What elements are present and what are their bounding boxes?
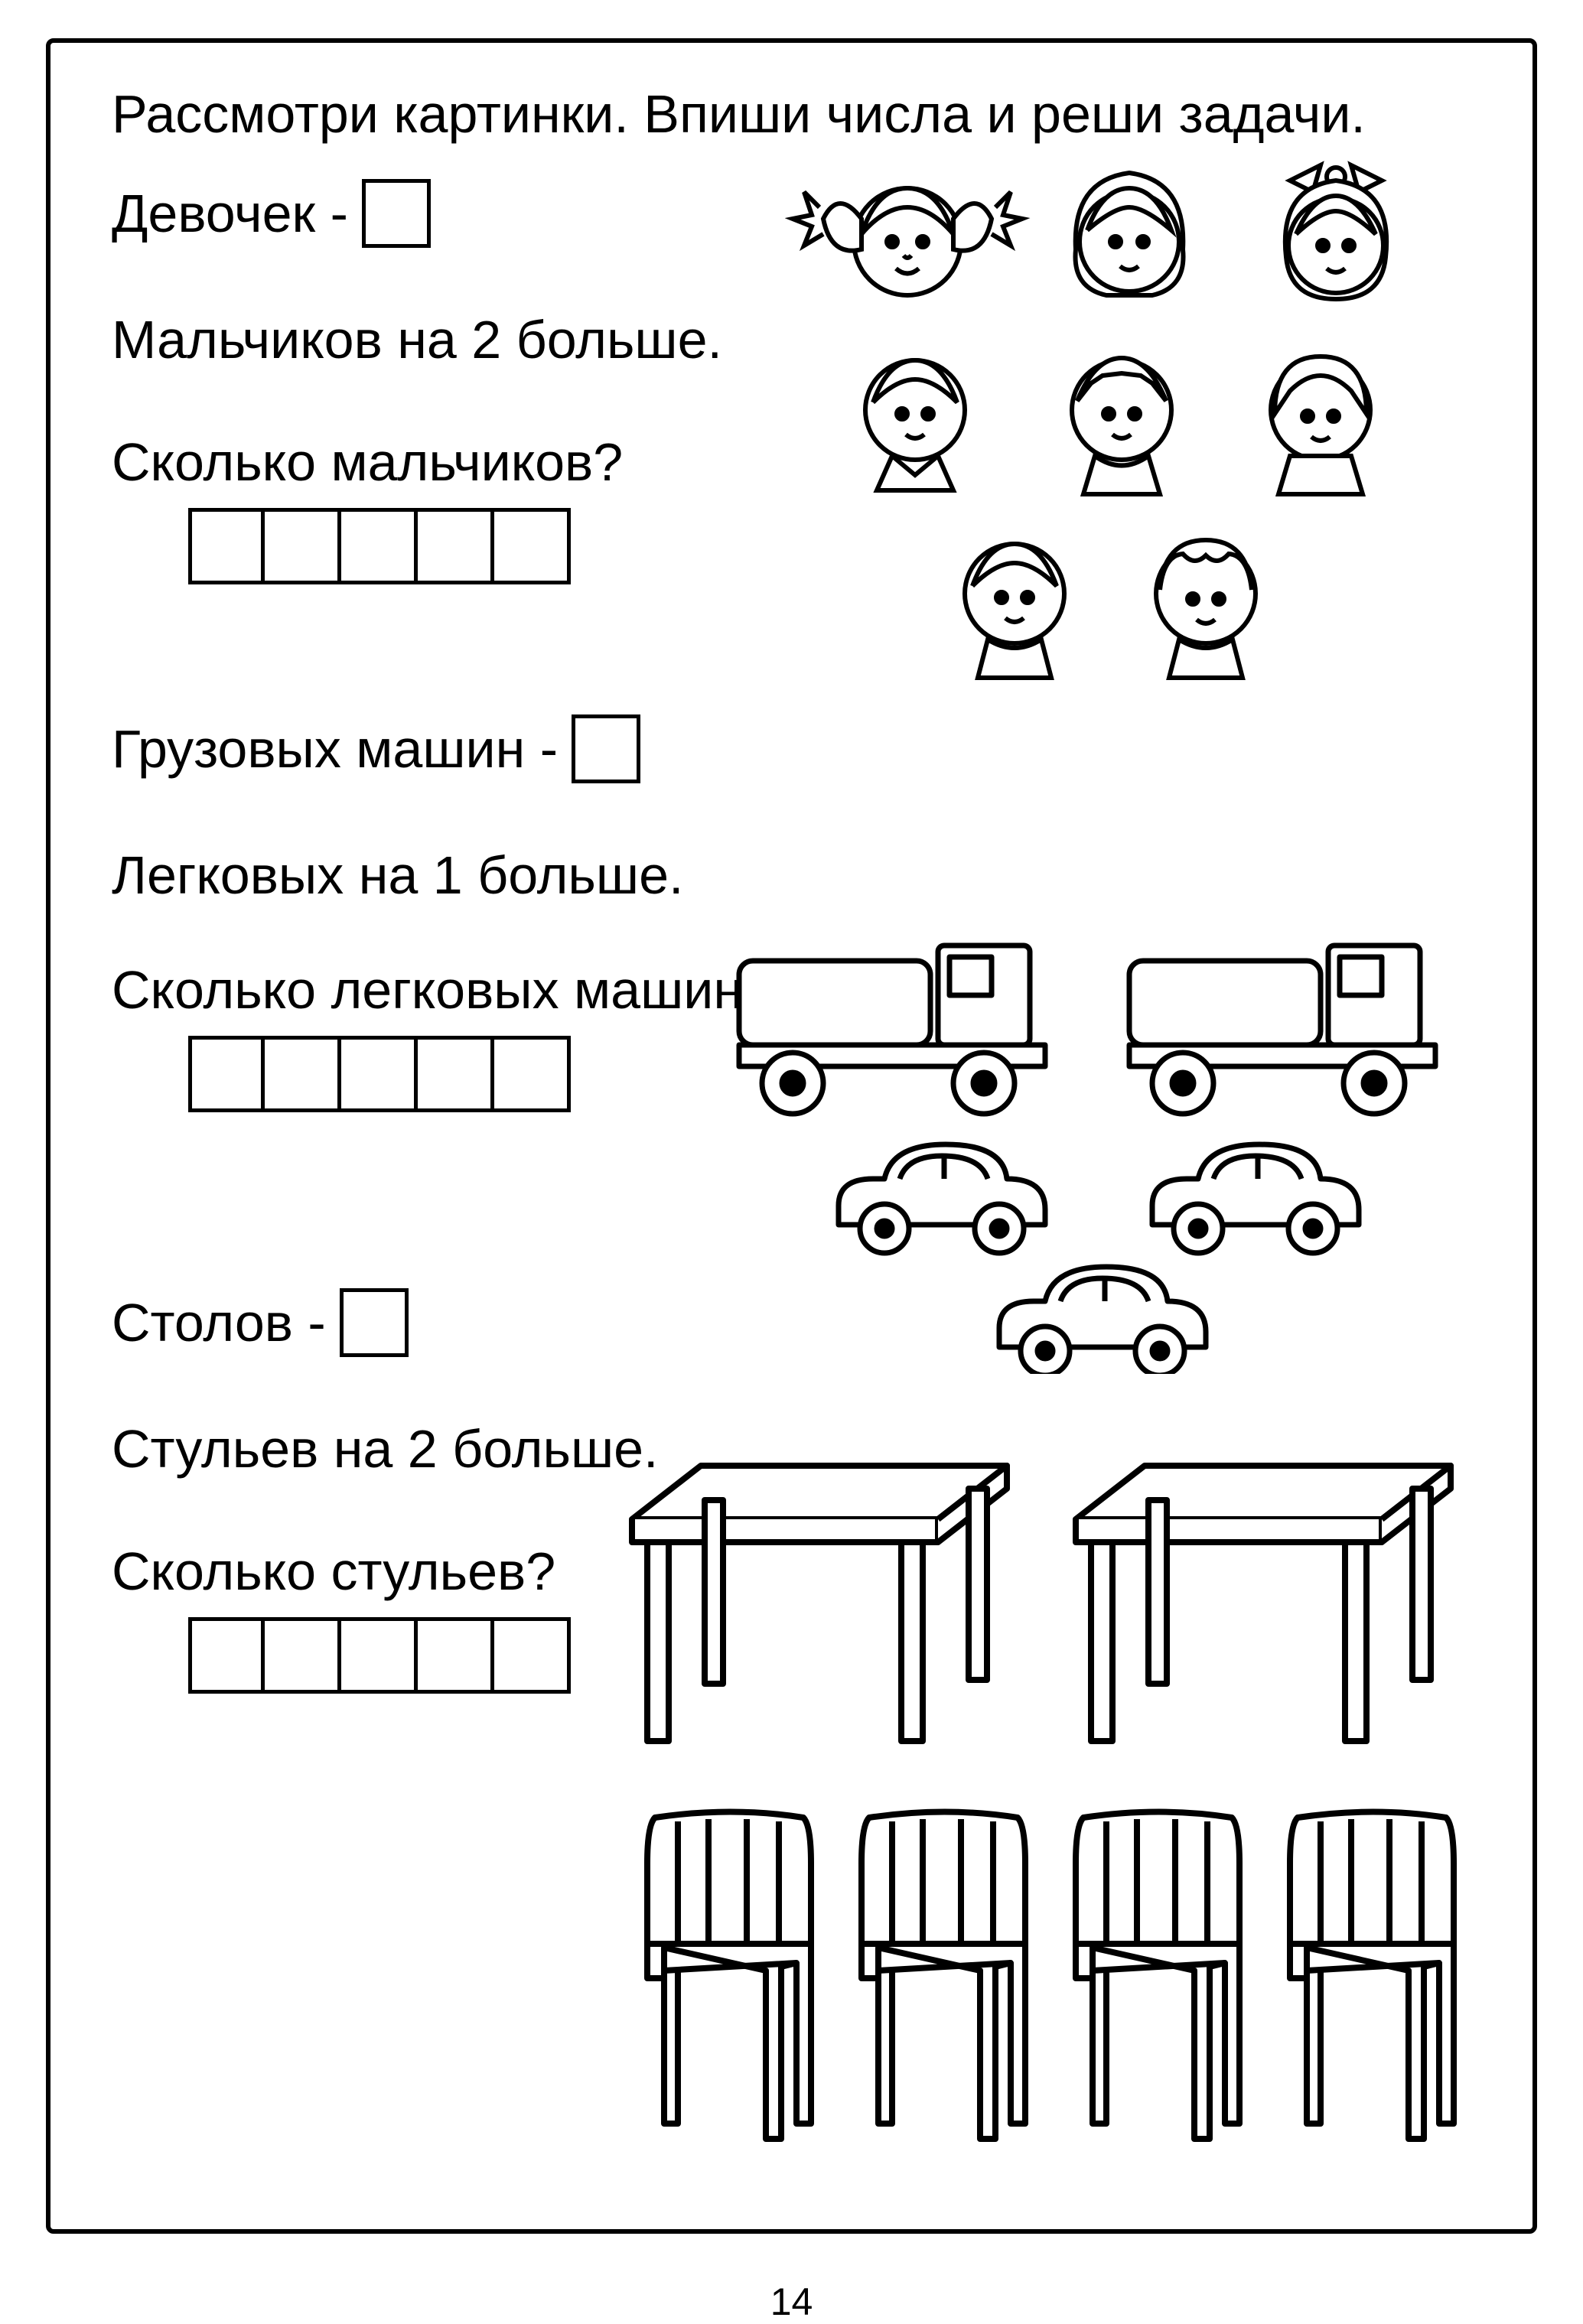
- p3-count-box[interactable]: [340, 1288, 409, 1357]
- p2-count-label: Грузовых машин -: [112, 718, 558, 780]
- p2-relation: Легковых на 1 больше.: [112, 845, 1487, 906]
- worksheet-page: Рассмотри картинки. Впиши числа и реши з…: [0, 0, 1583, 2264]
- p2-illustration: [716, 900, 1481, 1374]
- page-number: 14: [770, 2280, 813, 2324]
- page-frame: Рассмотри картинки. Впиши числа и реши з…: [46, 38, 1537, 2234]
- p1-count-label: Девочек -: [112, 183, 348, 244]
- p3-illustration: [601, 1443, 1481, 2169]
- p3-count-label: Столов -: [112, 1292, 326, 1353]
- p2-count-box[interactable]: [572, 714, 640, 783]
- p1-count-box[interactable]: [362, 179, 431, 248]
- p2-count-line: Грузовых машин -: [112, 714, 1487, 783]
- p1-illustration: [785, 142, 1474, 693]
- worksheet-title: Рассмотри картинки. Впиши числа и реши з…: [112, 81, 1487, 148]
